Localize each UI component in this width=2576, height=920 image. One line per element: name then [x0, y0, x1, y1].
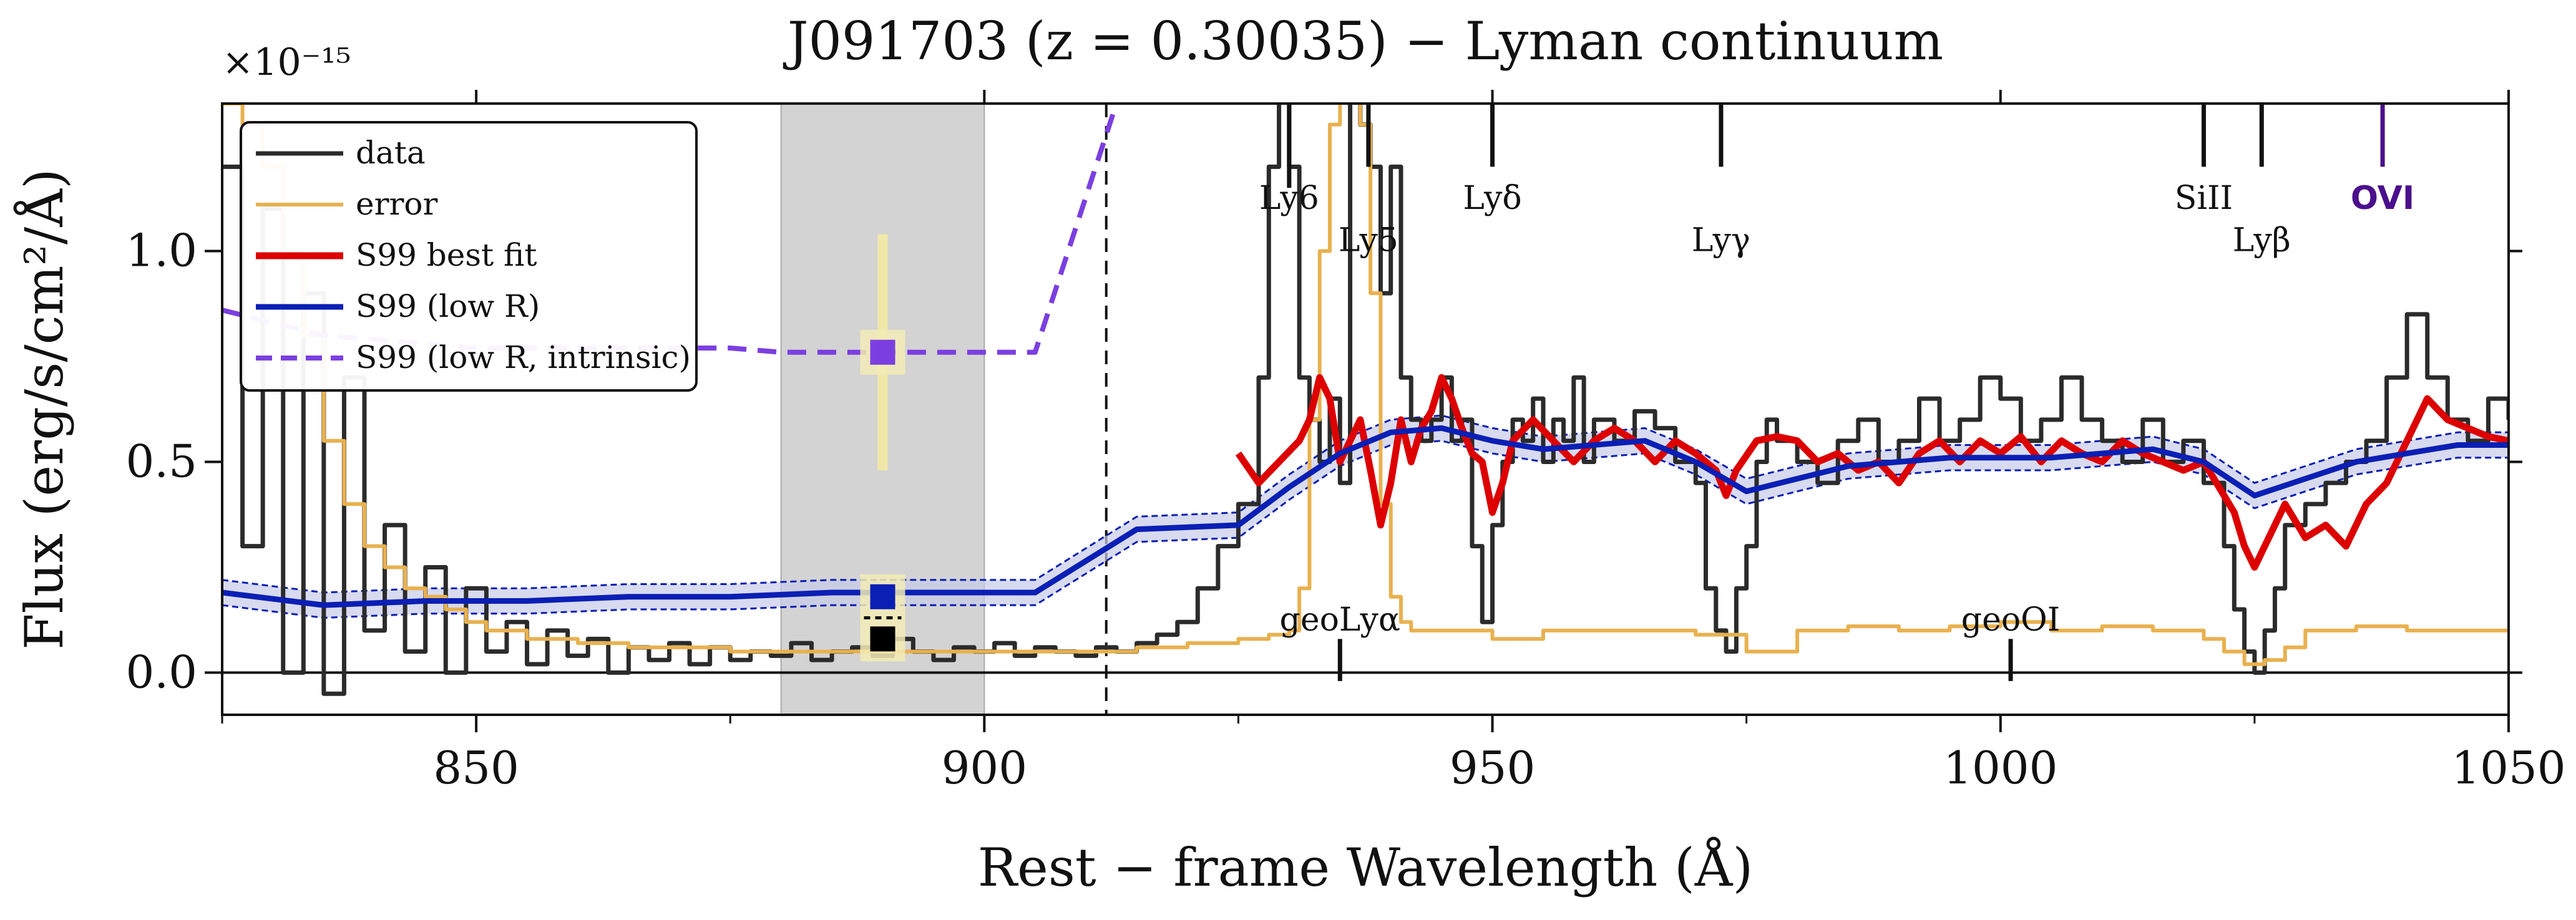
low-r-band-upper-edge	[222, 414, 2509, 594]
plot-clip-group	[222, 104, 2509, 715]
low-r-uncertainty-band	[222, 415, 2509, 618]
series-data	[222, 104, 2509, 696]
y-tick-label-1: 1.0	[125, 225, 197, 277]
line-label-Ly: Lyγ	[1692, 222, 1750, 259]
marker-point-intrinsic	[860, 234, 905, 470]
x-axis-label: Rest − frame Wavelength (Å)	[978, 836, 1754, 898]
y-axis-label: Flux (erg/s/cm²/Å)	[13, 168, 75, 650]
marker-square-intrinsic	[870, 339, 895, 365]
marker-point-data	[860, 616, 905, 662]
marker-square-data	[870, 626, 895, 652]
y-tick-label-0: 0.0	[125, 646, 197, 698]
axes: 850 900 950 1000 1050 0.0 0.5 1.0	[125, 90, 2566, 794]
x-tick-label-850: 850	[433, 742, 519, 794]
marker-point-model	[860, 574, 905, 619]
legend: data error S99 best fit S99 (low R) S99 (low…	[240, 121, 698, 392]
line-label-Ly: Lyδ	[1463, 180, 1521, 217]
legend-box	[240, 121, 698, 392]
line-label-SiII: SiII	[2175, 180, 2233, 217]
x-tick-label-1050: 1050	[2451, 742, 2565, 794]
legend-label-series-intrinsic: S99 (low R, intrinsic)	[356, 339, 691, 375]
x-tick-label-1000: 1000	[1943, 742, 2057, 794]
y-axis-multiplier: ×10⁻¹⁵	[222, 41, 351, 84]
line-label-geoLy: geoLyα	[1280, 601, 1400, 639]
line-label-geoOI: geoOI	[1961, 601, 2061, 639]
x-tick-label-900: 900	[942, 742, 1027, 794]
y-tick-label-0.5: 0.5	[125, 435, 197, 487]
legend-label-series-data: data	[356, 135, 426, 171]
legend-label-series-low-r: S99 (low R)	[356, 288, 540, 324]
x-tick-label-950: 950	[1450, 742, 1535, 794]
marker-square-model	[870, 584, 895, 609]
line-label-Ly: Lyβ	[2233, 222, 2291, 259]
line-label-OVI: OVI	[2351, 180, 2414, 217]
legend-label-series-best-fit: S99 best fit	[356, 237, 537, 273]
series-low-r	[222, 425, 2509, 608]
legend-label-series-error: error	[356, 186, 437, 222]
chart-title: J091703 (z = 0.30035) − Lyman continuum	[783, 11, 1943, 72]
plot-frame	[221, 102, 2510, 716]
line-label-Ly6: Ly6	[1259, 180, 1319, 217]
series-error	[222, 104, 2509, 666]
line-label-Ly5: Ly5	[1339, 222, 1398, 259]
